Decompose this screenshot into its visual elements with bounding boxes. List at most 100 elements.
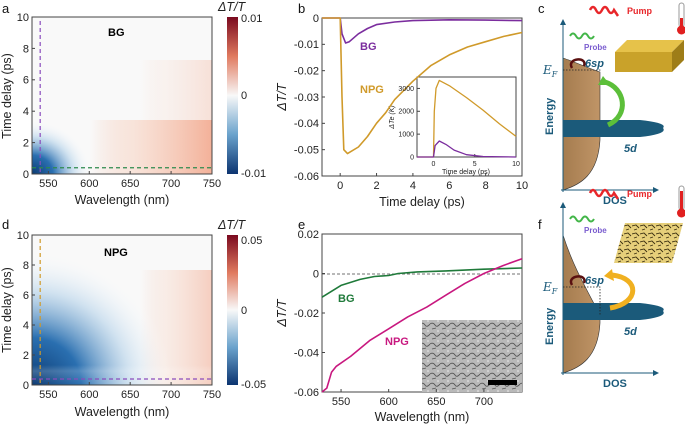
y-tick-label: 6 — [23, 75, 29, 87]
energy-axis-label: Energy — [544, 307, 556, 345]
colorbar-d-title: ΔT/T — [217, 218, 246, 232]
y-tick-label: 2000 — [398, 109, 414, 116]
colorbar-d-tick: 0.05 — [241, 235, 262, 247]
interband-excitation-arrow — [604, 79, 625, 128]
inset-ylabel: ΔTe (K) — [389, 105, 396, 130]
x-tick-label: 650 — [427, 396, 445, 408]
x-tick-label: 2 — [373, 180, 379, 192]
series-npg-line — [322, 17, 523, 155]
d-band-label: 5d — [624, 143, 637, 155]
ylabel-a: Time delay (ps) — [0, 53, 14, 139]
y-tick-label: -0.02 — [294, 308, 319, 320]
interband-excitation-arrow — [609, 272, 636, 311]
intraband-arrow — [569, 58, 586, 69]
d-band-lobe — [563, 303, 664, 320]
series-label-npg-b: NPG — [360, 84, 384, 96]
colorbar-d-tick: 0 — [241, 305, 247, 317]
y-tick-label: 0 — [23, 380, 29, 392]
x-tick-label: 6 — [446, 180, 452, 192]
colorbar-d — [227, 235, 238, 385]
y-tick-label: -0.03 — [294, 92, 319, 104]
y-tick-label: -0.01 — [294, 39, 319, 51]
sp-band-label: 6sp — [585, 58, 604, 70]
y-tick-label: 2 — [23, 137, 29, 149]
fermi-level-line — [563, 69, 601, 72]
y-tick-label: 0.02 — [298, 229, 319, 241]
heatmap-a: BG — [31, 16, 213, 175]
energy-axis-label: Energy — [544, 97, 556, 135]
inset-xlabel: Time delay (ps) — [442, 169, 490, 176]
inset-b-frame — [416, 76, 517, 158]
y-tick-label: 6 — [23, 290, 29, 302]
y-tick-label: 0 — [410, 154, 414, 161]
series-label-bg-b: BG — [360, 41, 377, 53]
y-tick-label: -0.02 — [294, 66, 319, 78]
xlabel-d: Wavelength (nm) — [75, 405, 170, 419]
series-bg-line — [322, 17, 523, 44]
probe-label: Probe — [584, 43, 607, 52]
pump-pulse-icon — [588, 5, 620, 17]
x-tick-label: 0 — [432, 161, 436, 168]
y-tick-label: 8 — [23, 260, 29, 272]
sample-label-npg: NPG — [104, 247, 128, 259]
probe-pulse-icon — [569, 215, 595, 223]
y-tick-label: 4 — [23, 106, 29, 118]
x-tick-label: 650 — [121, 389, 139, 401]
ylabel-b: ΔT/T — [275, 82, 289, 111]
probe-label: Probe — [584, 226, 607, 235]
colorbar-d-tick: -0.05 — [241, 379, 266, 391]
x-tick-label: 10 — [516, 180, 528, 192]
pump-label: Pump — [627, 6, 653, 16]
porous-gold-film — [614, 223, 683, 263]
x-tick-label: 750 — [203, 178, 221, 190]
x-tick-label: 600 — [379, 396, 397, 408]
x-tick-label: 5 — [473, 161, 477, 168]
y-tick-label: 2 — [23, 350, 29, 362]
y-tick-label: -0.04 — [294, 347, 319, 359]
x-tick-label: 700 — [475, 396, 493, 408]
pump-pulse-icon — [588, 188, 620, 200]
x-tick-label: 700 — [162, 178, 180, 190]
panel-label-a: a — [2, 1, 10, 16]
scale-bar — [488, 380, 517, 385]
y-tick-label: 10 — [17, 230, 29, 242]
xlabel-b: Time delay (ps) — [379, 195, 465, 209]
panel-label-f: f — [538, 217, 542, 232]
x-tick-label: 600 — [80, 178, 98, 190]
dos-axis-label: DOS — [603, 378, 627, 390]
y-tick-label: 8 — [23, 43, 29, 55]
y-tick-label: -0.06 — [294, 171, 319, 183]
x-tick-label: 750 — [203, 389, 221, 401]
y-tick-label: 1000 — [398, 132, 414, 139]
x-tick-label: 600 — [80, 389, 98, 401]
panel-label-c: c — [538, 1, 545, 16]
panel-label-d: d — [2, 217, 9, 232]
pump-label: Pump — [627, 189, 653, 199]
panel-label-b: b — [298, 1, 305, 16]
xlabel-a: Wavelength (nm) — [75, 193, 170, 207]
x-tick-label: 8 — [483, 180, 489, 192]
y-tick-label: -0.06 — [294, 387, 319, 399]
colorbar-a-tick: 0.01 — [241, 13, 262, 25]
x-tick-label: 700 — [162, 389, 180, 401]
series-bg-line — [417, 140, 517, 158]
dos-axis-label: DOS — [603, 195, 627, 207]
colorbar-a-tick: 0 — [241, 90, 247, 102]
colorbar-a-tick: -0.01 — [241, 168, 266, 180]
fermi-level-label: EF — [542, 280, 558, 296]
x-tick-label: 0 — [337, 180, 343, 192]
series-bg-line — [321, 267, 523, 298]
y-tick-label: 0 — [313, 13, 319, 25]
series-label-bg-e: BG — [338, 293, 355, 305]
fermi-level-line — [563, 286, 601, 315]
bulk-gold-slab — [615, 40, 684, 52]
ylabel-d: Time delay (ps) — [0, 267, 14, 353]
fermi-level-label: EF — [542, 63, 558, 79]
plot-b-frame — [321, 17, 523, 177]
x-tick-label: 650 — [121, 178, 139, 190]
ylabel-e: ΔT/T — [275, 298, 289, 327]
heatmap-d: NPG — [31, 234, 213, 386]
panel-label-e: e — [298, 217, 305, 232]
